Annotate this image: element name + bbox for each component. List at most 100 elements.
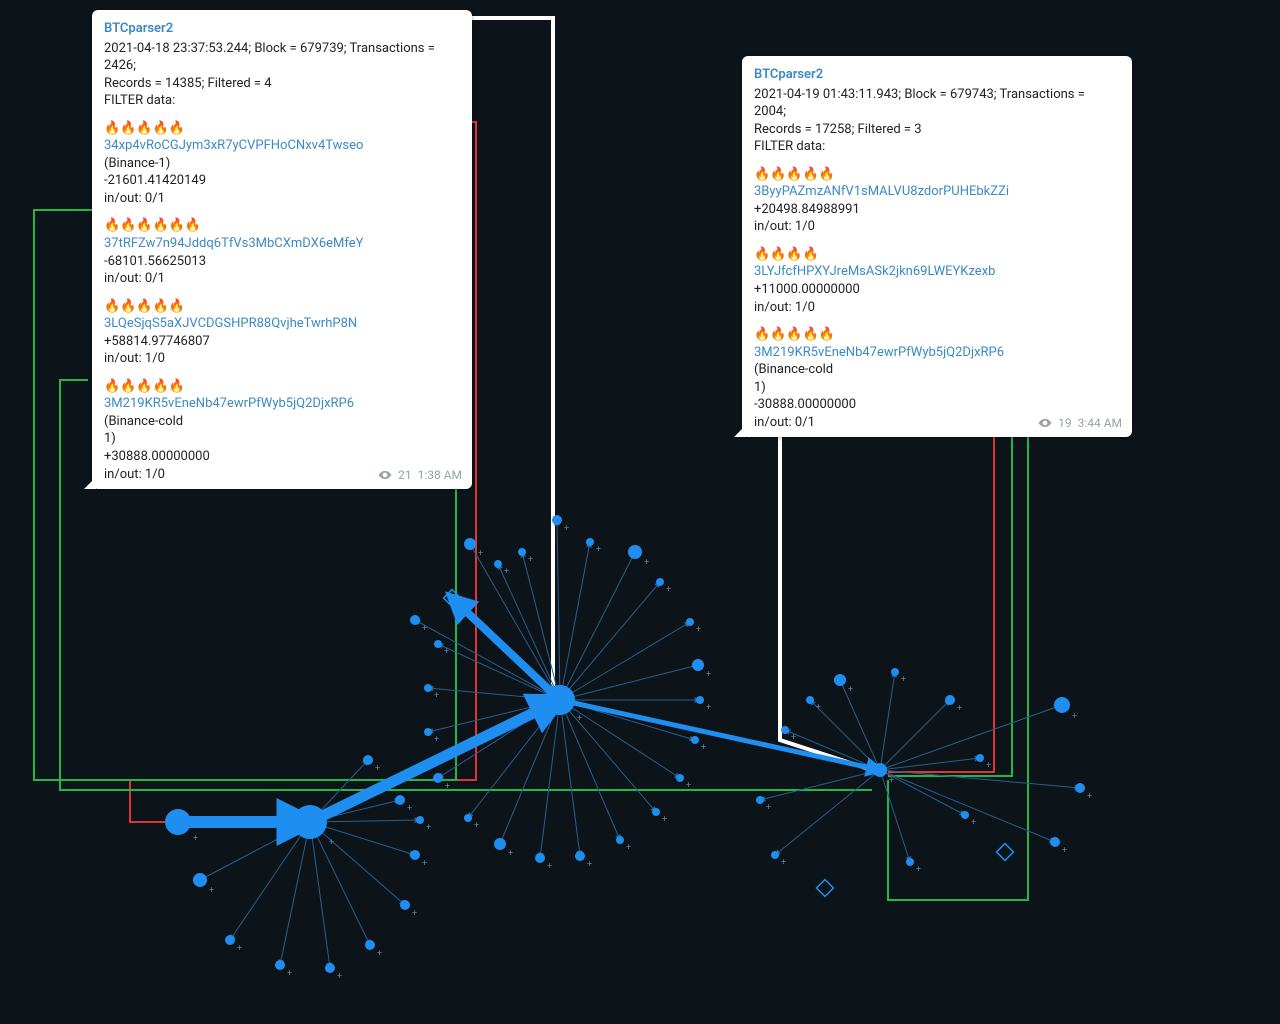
address-link[interactable]: 3ByyPAZmzANfV1sMALVU8zdorPUHEbkZZi	[754, 184, 1009, 199]
views-icon	[378, 468, 392, 482]
views-icon	[1038, 416, 1052, 430]
entry-amount: -30888.00000000	[754, 396, 1120, 414]
svg-text:+: +	[474, 821, 479, 831]
views-count: 21	[398, 467, 412, 483]
svg-text:+: +	[547, 862, 552, 872]
svg-text:+: +	[986, 761, 991, 771]
address-link[interactable]: 3LYJfcfHPXYJreMsASk2jkn69LWEYKzexb	[754, 264, 995, 279]
svg-text:+: +	[701, 743, 706, 753]
card-title: BTCparser2	[754, 66, 1120, 84]
entry-label: 1)	[104, 430, 460, 448]
entry-amount: +30888.00000000	[104, 448, 460, 466]
header-line: FILTER data:	[754, 138, 1120, 156]
header-line: FILTER data:	[104, 92, 460, 110]
svg-text:+: +	[596, 545, 601, 555]
address-link[interactable]: 3LQeSjqS5aXJVCDGSHPR88QvjheTwrhP8N	[104, 316, 357, 331]
entry-label: (Binance-cold	[754, 361, 1120, 379]
entry-label: 1)	[754, 379, 1120, 397]
svg-text:+: +	[1062, 846, 1067, 856]
svg-text:+: +	[407, 804, 412, 814]
filter-entry: 🔥🔥🔥🔥🔥34xp4vRoCGJym3xR7yCVPFHoCNxv4Twseo (…	[104, 120, 460, 208]
svg-text:+: +	[686, 781, 691, 791]
svg-text:+: +	[564, 524, 569, 534]
svg-text:+: +	[916, 865, 921, 875]
card-meta: 19 3:44 AM	[1038, 415, 1122, 431]
entry-amount: +11000.00000000	[754, 281, 1120, 299]
entry-amount: -21601.41420149	[104, 172, 460, 190]
svg-text:+: +	[445, 782, 450, 792]
fire-icons: 🔥🔥🔥🔥🔥	[754, 326, 1120, 344]
header-line: 2021-04-18 23:37:53.244; Block = 679739;…	[104, 40, 460, 75]
svg-text:+: +	[444, 647, 449, 657]
svg-text:+: +	[426, 823, 431, 833]
filter-entry: 🔥🔥🔥🔥3LYJfcfHPXYJreMsASk2jkn69LWEYKzexb +1…	[754, 246, 1120, 316]
entry-io: in/out: 0/1	[104, 190, 460, 208]
card-title: BTCparser2	[104, 20, 460, 38]
svg-text:+: +	[329, 838, 334, 848]
filter-entry: 🔥🔥🔥🔥🔥3ByyPAZmzANfV1sMALVU8zdorPUHEbkZZi +…	[754, 166, 1120, 236]
entry-io: in/out: 0/1	[104, 270, 460, 288]
fire-icons: 🔥🔥🔥🔥🔥	[104, 378, 460, 396]
svg-text:+: +	[193, 834, 198, 844]
fire-icons: 🔥🔥🔥🔥🔥	[754, 166, 1120, 184]
entry-amount: +20498.84988991	[754, 201, 1120, 219]
entry-io: in/out: 1/0	[754, 218, 1120, 236]
time-label: 1:38 AM	[418, 467, 462, 483]
svg-text:+: +	[337, 972, 342, 982]
svg-text:+: +	[1087, 792, 1092, 802]
svg-text:+: +	[587, 860, 592, 870]
svg-text:+: +	[666, 585, 671, 595]
message-card-right: BTCparser2 2021-04-19 01:43:11.943; Bloc…	[742, 56, 1132, 437]
svg-text:+: +	[1072, 712, 1077, 722]
svg-text:+: +	[901, 675, 906, 685]
svg-text:+: +	[375, 764, 380, 774]
time-label: 3:44 AM	[1078, 415, 1122, 431]
fire-icons: 🔥🔥🔥🔥🔥	[104, 120, 460, 138]
svg-text:+: +	[706, 703, 711, 713]
message-card-left: BTCparser2 2021-04-18 23:37:53.244; Bloc…	[92, 10, 472, 489]
svg-text:+: +	[478, 549, 483, 559]
svg-text:+: +	[577, 714, 582, 724]
svg-text:+: +	[848, 685, 853, 695]
svg-text:+: +	[662, 815, 667, 825]
header-line: Records = 14385; Filtered = 4	[104, 75, 460, 93]
entry-label: (Binance-1)	[104, 155, 460, 173]
svg-text:+: +	[706, 670, 711, 680]
svg-text:+: +	[434, 691, 439, 701]
svg-text:+: +	[434, 735, 439, 745]
entry-amount: -68101.56625013	[104, 253, 460, 271]
fire-icons: 🔥🔥🔥🔥	[754, 246, 1120, 264]
svg-text:+: +	[508, 849, 513, 859]
svg-text:+: +	[791, 733, 796, 743]
entry-label: (Binance-cold	[104, 413, 460, 431]
header-line: Records = 17258; Filtered = 3	[754, 121, 1120, 139]
svg-text:+: +	[781, 858, 786, 868]
entry-io: in/out: 1/0	[754, 299, 1120, 317]
svg-text:+: +	[422, 624, 427, 634]
filter-entry: 🔥🔥🔥🔥🔥🔥37tRFZw7n94Jddq6TfVs3MbCXmDX6eMfeY…	[104, 217, 460, 287]
entry-io: in/out: 1/0	[104, 350, 460, 368]
card-meta: 21 1:38 AM	[378, 467, 462, 483]
address-link[interactable]: 3M219KR5vEneNb47ewrPfWyb5jQ2DjxRP6	[754, 345, 1004, 360]
address-link[interactable]: 37tRFZw7n94Jddq6TfVs3MbCXmDX6eMfeY	[104, 236, 363, 251]
views-count: 19	[1058, 415, 1072, 431]
svg-text:+: +	[287, 969, 292, 979]
svg-text:+: +	[696, 625, 701, 635]
fire-icons: 🔥🔥🔥🔥🔥	[104, 298, 460, 316]
svg-text:+: +	[528, 555, 533, 565]
svg-text:+: +	[766, 803, 771, 813]
svg-text:+: +	[626, 843, 631, 853]
svg-text:+: +	[644, 558, 649, 568]
svg-text:+: +	[412, 909, 417, 919]
svg-text:+: +	[889, 776, 894, 786]
header-line: 2021-04-19 01:43:11.943; Block = 679743;…	[754, 86, 1120, 121]
svg-text:+: +	[422, 859, 427, 869]
svg-text:+: +	[377, 949, 382, 959]
svg-text:+: +	[504, 567, 509, 577]
svg-text:+: +	[816, 703, 821, 713]
address-link[interactable]: 3M219KR5vEneNb47ewrPfWyb5jQ2DjxRP6	[104, 396, 354, 411]
address-link[interactable]: 34xp4vRoCGJym3xR7yCVPFHoCNxv4Twseo	[104, 138, 363, 153]
fire-icons: 🔥🔥🔥🔥🔥🔥	[104, 217, 460, 235]
entry-amount: +58814.97746807	[104, 333, 460, 351]
svg-text:+: +	[209, 886, 214, 896]
